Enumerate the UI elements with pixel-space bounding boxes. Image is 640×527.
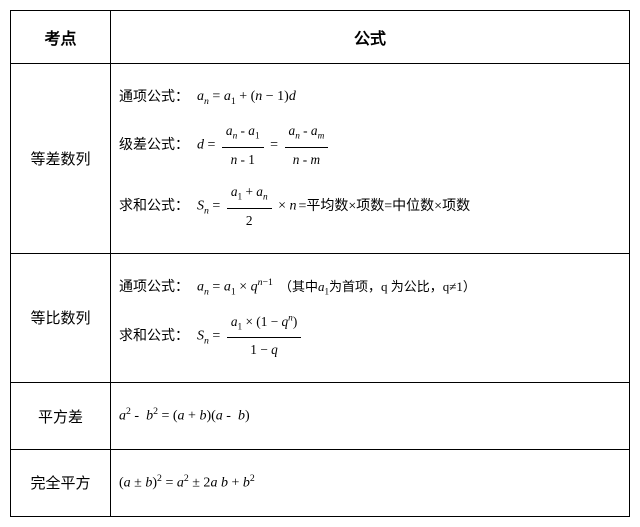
formula-line: a2 - b2 = (a + b)(a - b) (119, 405, 621, 427)
table-row: 平方差 a2 - b2 = (a + b)(a - b) (11, 383, 630, 450)
formula-line: 通项公式： an = a1 + (n − 1)d (119, 86, 621, 109)
row-label: 等差数列 (11, 64, 111, 254)
formula: an = a1 + (n − 1)d (197, 86, 296, 109)
formula-suffix: =平均数×项数=中位数×项数 (299, 196, 471, 217)
table-row: 等差数列 通项公式： an = a1 + (n − 1)d 级差公式： d = … (11, 64, 630, 254)
formula-line: (a ± b)2 = a2 ± 2a b + b2 (119, 472, 621, 494)
row-label: 完全平方 (11, 449, 111, 516)
row-content: (a ± b)2 = a2 ± 2a b + b2 (111, 449, 630, 516)
row-label: 平方差 (11, 383, 111, 450)
formula: a2 - b2 = (a + b)(a - b) (119, 405, 250, 427)
row-label: 等比数列 (11, 253, 111, 383)
header-col2: 公式 (111, 11, 630, 64)
formula: Sn = a1 + an2 × n (197, 182, 297, 231)
formula-prefix: 求和公式： (119, 326, 189, 347)
row-content: 通项公式： an = a1 × qn−1 （其中a1为首项，q 为公比，q≠1）… (111, 253, 630, 383)
formula-paren: （其中a1为首项，q 为公比，q≠1） (279, 277, 476, 299)
formula: an = a1 × qn−1 (197, 276, 273, 300)
row-content: a2 - b2 = (a + b)(a - b) (111, 383, 630, 450)
formula-line: 通项公式： an = a1 × qn−1 （其中a1为首项，q 为公比，q≠1） (119, 276, 621, 300)
table-row: 等比数列 通项公式： an = a1 × qn−1 （其中a1为首项，q 为公比… (11, 253, 630, 383)
formula-prefix: 求和公式： (119, 196, 189, 217)
formula: Sn = a1 × (1 − qn)1 − q (197, 312, 304, 361)
formula: (a ± b)2 = a2 ± 2a b + b2 (119, 472, 255, 494)
formula-prefix: 级差公式： (119, 135, 189, 156)
formula-line: 求和公式： Sn = a1 × (1 − qn)1 − q (119, 312, 621, 361)
row-content: 通项公式： an = a1 + (n − 1)d 级差公式： d = an - … (111, 64, 630, 254)
formula: d = an - a1n - 1 = an - amn - m (197, 121, 331, 170)
formula-line: 求和公式： Sn = a1 + an2 × n =平均数×项数=中位数×项数 (119, 182, 621, 231)
table-row: 完全平方 (a ± b)2 = a2 ± 2a b + b2 (11, 449, 630, 516)
formula-prefix: 通项公式： (119, 277, 189, 298)
header-row: 考点 公式 (11, 11, 630, 64)
formula-prefix: 通项公式： (119, 87, 189, 108)
header-col1: 考点 (11, 11, 111, 64)
formula-line: 级差公式： d = an - a1n - 1 = an - amn - m (119, 121, 621, 170)
formula-table: 考点 公式 等差数列 通项公式： an = a1 + (n − 1)d 级差公式… (10, 10, 630, 517)
